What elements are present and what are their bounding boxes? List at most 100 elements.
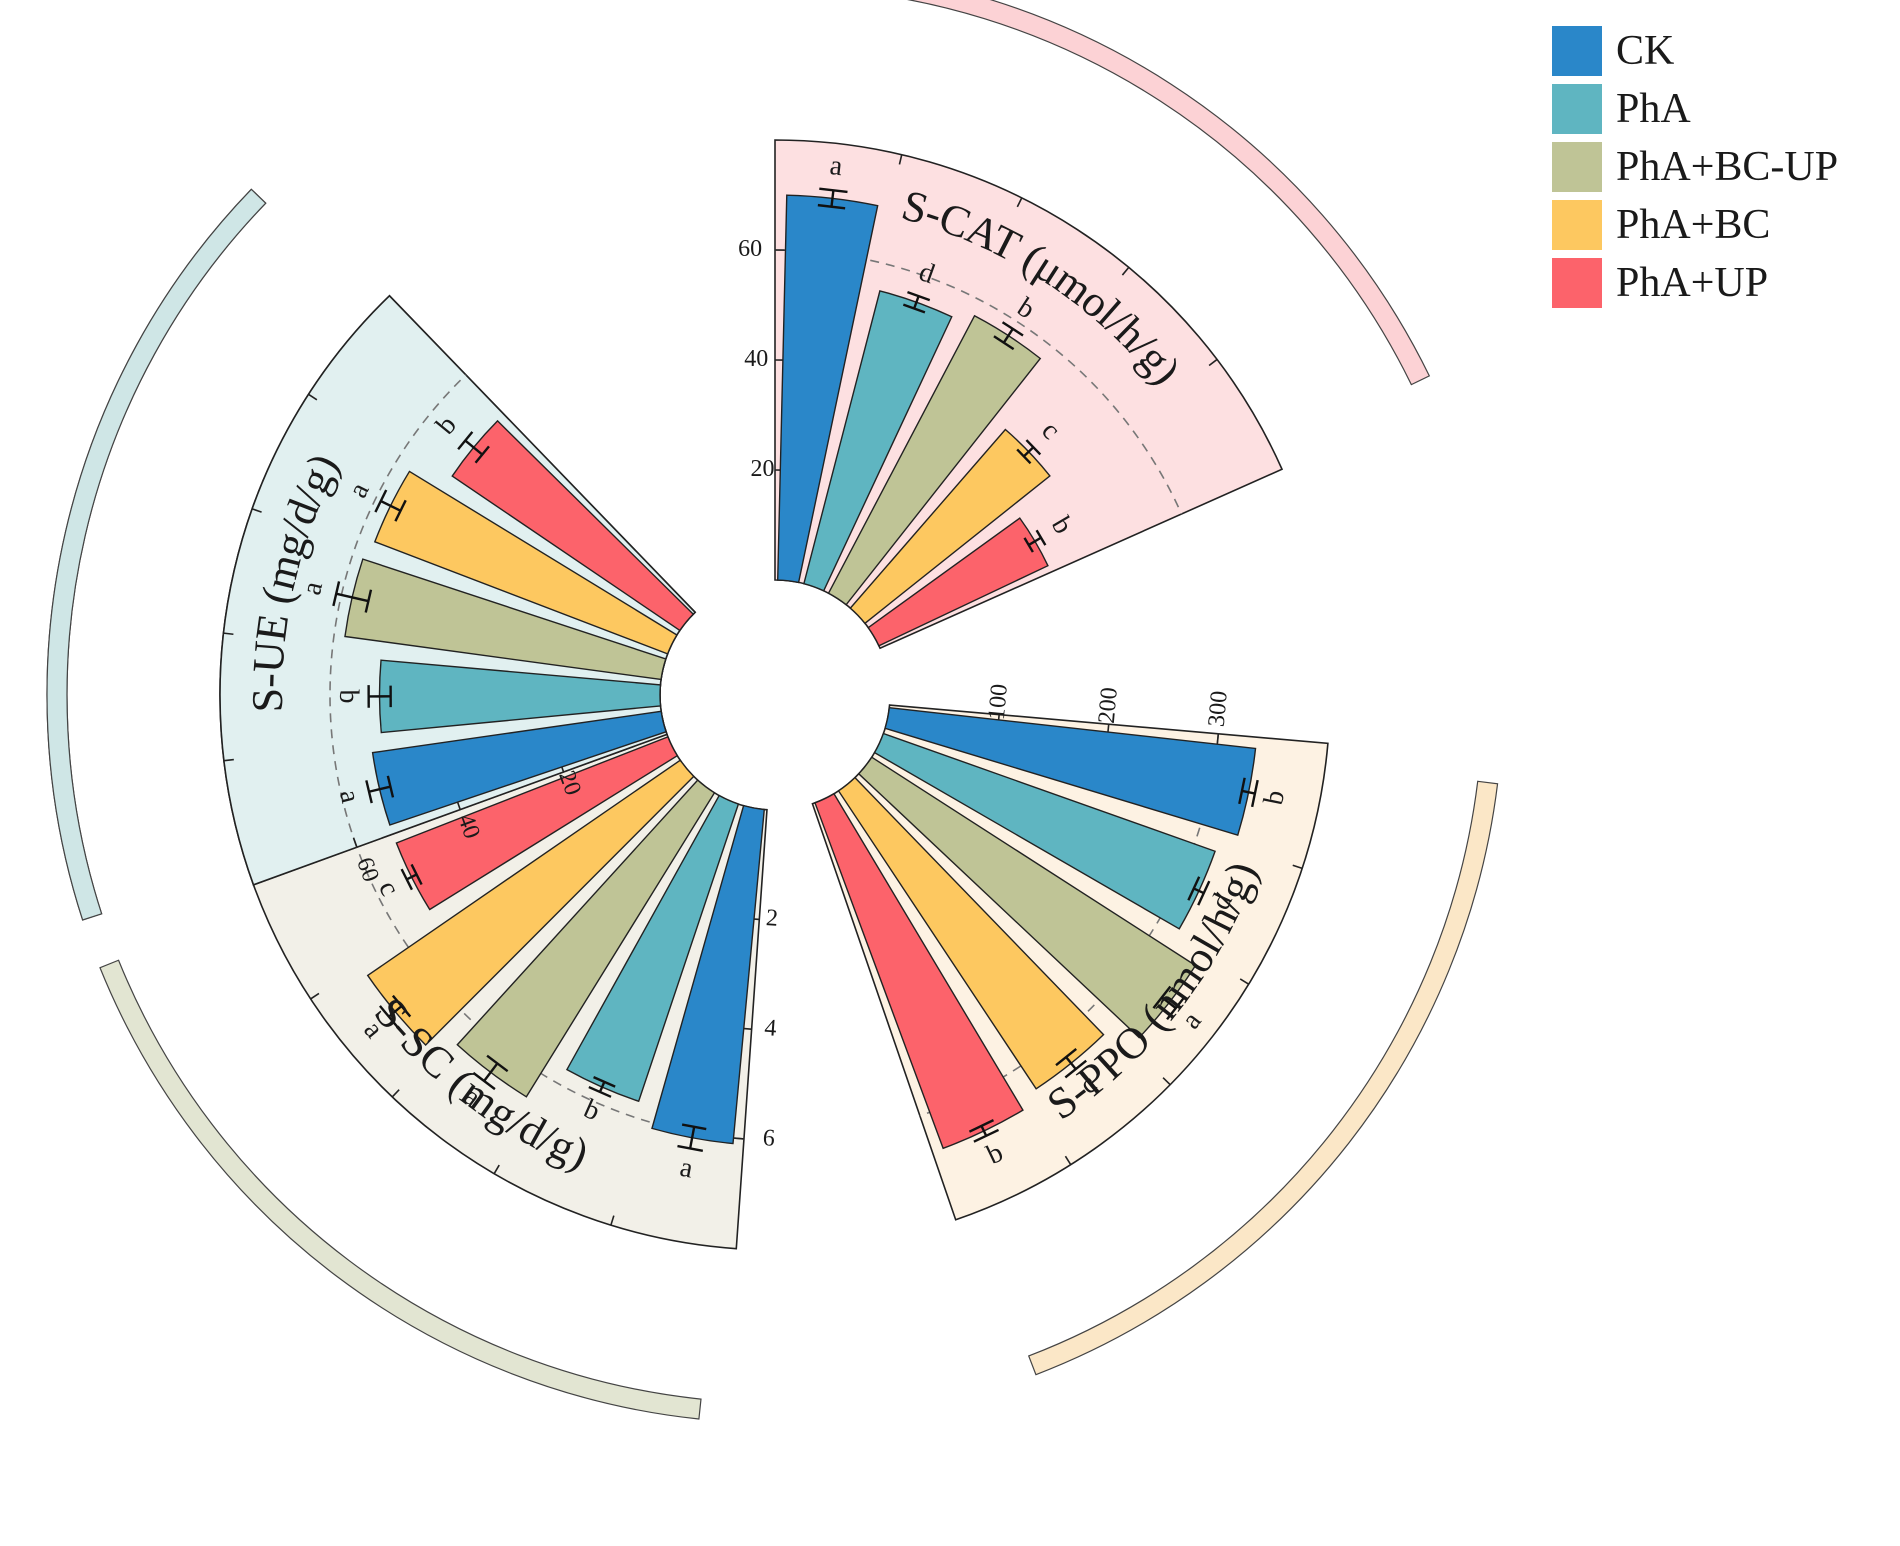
panel-edge-tick-s-sc [493,1164,500,1175]
error-bar-s-ue-pha-up [457,431,490,464]
legend-item-pha-bc-up: PhA+BC-UP [1552,138,1892,196]
error-bar-s-ppo-ck [1238,777,1259,808]
bar-s-sc-pha [565,794,740,1103]
legend-label-ck: CK [1616,28,1675,74]
legend-item-ck: CK [1552,22,1892,80]
error-bar-s-ppo-pha-bc [1055,1048,1087,1079]
error-bar-s-sc-pha-bc [378,994,412,1029]
bar-s-ppo-ck [884,706,1257,837]
legend-item-pha-bc: PhA+BC [1552,196,1892,254]
error-bar-s-ppo-pha [1187,876,1211,906]
bar-s-cat-pha [803,290,953,592]
bar-s-ppo-pha-bc-up [857,756,1197,1039]
panel-edge-tick-s-ppo [1239,978,1250,985]
axis-tick-label-s-ppo: 100 [984,683,1013,721]
bar-s-ppo-pha-up [814,792,1024,1150]
axis-tick-s-sc [733,1137,745,1140]
panel-edge-tick-s-cat [1016,197,1023,208]
bar-s-cat-pha-bc-up [827,314,1042,606]
legend: CK PhA PhA+BC-UP PhA+BC PhA+UP [1552,22,1892,312]
legend-swatch-pha-bc [1552,200,1602,250]
bar-s-ue-pha-up [451,419,695,632]
error-bar-s-ue-ck [365,775,395,804]
axis-tick-label-s-ppo: 300 [1204,690,1233,728]
axis-tick-label-s-cat: 60 [738,236,762,262]
legend-swatch-pha-bc-up [1552,142,1602,192]
significance-letter-s-ue-pha: b [333,689,364,703]
legend-item-pha: PhA [1552,80,1892,138]
error-bar-s-sc-pha-bc-up [472,1054,509,1091]
error-bar-s-ue-pha [367,685,392,708]
bar-s-sc-pha-up [395,735,679,911]
legend-swatch-ck [1552,26,1602,76]
outer-band-s-ue [46,188,267,921]
panel-edge-tick-s-ue [308,393,318,401]
axis-tick-s-ppo [1107,724,1110,732]
bar-s-ppo-pha-bc [837,776,1105,1090]
panel-edge-tick-s-cat [898,154,903,165]
axis-tick-label-s-sc: 4 [764,1015,778,1042]
panel-edge-tick-s-ppo [1064,1155,1072,1166]
panel-edge-tick-s-sc [391,1089,400,1098]
panel-edge-tick-s-ppo [1162,1077,1171,1086]
legend-label-pha-bc: PhA+BC [1616,202,1771,248]
error-bar-s-sc-pha [588,1076,616,1098]
axis-tick-s-ppo [997,714,1000,720]
bar-s-cat-pha-bc [849,428,1051,625]
error-bar-s-ue-pha-bc-up [332,581,373,613]
axis-tick-s-ue [456,802,461,810]
reference-arc-s-cat [774,249,1183,515]
bar-s-ppo-pha [873,732,1216,930]
legend-swatch-pha [1552,84,1602,134]
error-bar-s-ppo-pha-bc-up [1152,985,1186,1021]
panel-edge-tick-s-ue [251,508,262,513]
legend-label-pha-up: PhA+UP [1616,260,1769,306]
legend-label-pha-bc-up: PhA+BC-UP [1616,144,1839,190]
error-bar-s-cat-pha-bc [1016,439,1042,465]
bar-s-ue-ck [371,710,667,826]
axis-tick-label-s-cat: 20 [750,456,774,482]
error-bar-s-cat-pha [902,290,931,314]
error-bar-s-sc-ck [677,1123,707,1152]
axis-tick-s-ppo [1216,733,1220,744]
significance-letter-s-ppo-ck: b [1258,788,1291,808]
legend-label-pha: PhA [1616,86,1691,132]
panel-edge-tick-s-cat [1121,266,1130,276]
outer-band-s-ppo [1027,780,1499,1376]
error-bar-s-cat-ck [817,187,848,210]
panel-edge-tick-s-sc [610,1215,615,1226]
bar-s-cat-pha-up [867,517,1049,647]
axis-tick-label-s-sc: 2 [765,905,779,932]
panel-edge-tick-s-ppo [1292,864,1303,870]
panel-edge-tick-s-sc [310,992,320,1000]
panel-edge-tick-s-ue [223,632,234,636]
axis-tick-label-s-sc: 6 [762,1125,776,1152]
bar-s-sc-ck [651,804,766,1145]
outer-band-s-sc [99,959,702,1420]
bar-s-ue-pha-bc-up [344,558,667,681]
error-bar-s-sc-pha-up [400,863,423,891]
axis-tick-s-ue [561,766,565,773]
axis-tick-label-s-cat: 40 [744,346,768,372]
bar-s-ue-pha-bc [373,470,678,655]
axis-tick-label-s-ppo: 200 [1094,686,1123,724]
legend-swatch-pha-up [1552,258,1602,308]
axis-tick-s-sc [743,1027,752,1030]
error-bar-s-cat-pha-up [1023,529,1047,553]
error-bar-s-ppo-pha-up [968,1119,1000,1143]
legend-item-pha-up: PhA+UP [1552,254,1892,312]
bar-s-cat-ck [776,194,879,584]
significance-letter-s-cat-ck: a [828,150,844,182]
axis-tick-s-ue [352,837,358,848]
bar-s-sc-pha-bc [366,759,695,1046]
bar-s-sc-pha-bc-up [456,779,716,1098]
outer-band-s-cat [906,0,1431,386]
error-bar-s-cat-pha-bc-up [993,321,1024,351]
bar-s-ue-pha [378,659,662,734]
panel-edge-tick-s-cat [1208,358,1218,367]
panel-edge-tick-s-ue [223,758,234,762]
